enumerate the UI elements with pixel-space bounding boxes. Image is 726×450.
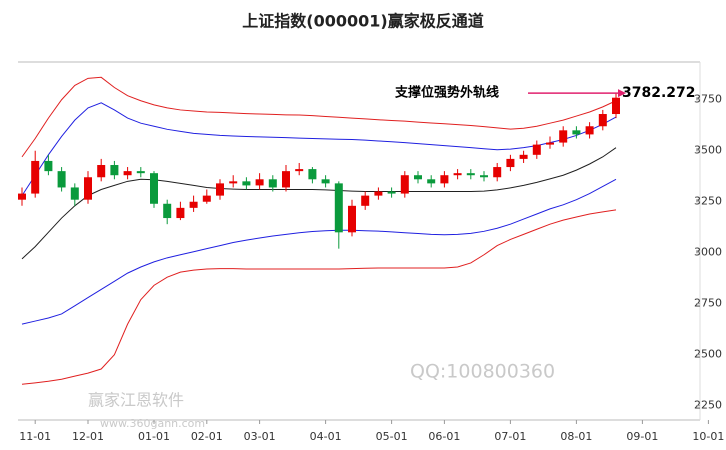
watermark: www.360gann.com [100, 417, 205, 430]
candle-body [440, 175, 449, 184]
chart-title: 上证指数(000001)赢家极反通道 [242, 12, 483, 31]
candle-body [427, 179, 436, 184]
candle-body [163, 203, 172, 219]
channel-line [21, 178, 617, 325]
annotation-value: 3782.272 [622, 85, 696, 101]
candle-body [176, 207, 185, 219]
candle-body [216, 183, 224, 196]
x-tick-label: 10-01 [692, 430, 724, 443]
candle-body [585, 126, 594, 135]
x-tick-label: 07-01 [494, 430, 526, 443]
x-tick-label: 12-01 [72, 430, 104, 443]
candle-body [255, 179, 264, 186]
x-tick-label: 03-01 [244, 430, 276, 443]
x-tick-label: 05-01 [376, 430, 408, 443]
candle-body [18, 193, 26, 200]
candle-body [202, 195, 211, 202]
x-tick-label: 04-01 [310, 430, 342, 443]
x-tick-label: 01-01 [138, 430, 170, 443]
y-tick-label: 2250 [694, 399, 722, 412]
watermark: QQ:100800360 [410, 361, 555, 383]
candle-body [598, 114, 607, 127]
candle-body [136, 171, 145, 174]
candle-body [57, 171, 66, 188]
candle-body [268, 179, 277, 188]
x-tick-label: 09-01 [626, 430, 658, 443]
candle-body [453, 173, 462, 176]
candle-body [110, 165, 119, 176]
channel-line [21, 209, 617, 385]
y-tick-label: 2500 [694, 348, 722, 361]
candle-body [321, 179, 330, 184]
candle-body [84, 177, 92, 200]
candle-body [31, 160, 40, 194]
candle-body [361, 195, 370, 206]
watermark: 赢家江恩软件 [88, 391, 184, 410]
candle-body [295, 169, 304, 172]
candle-body [506, 158, 515, 168]
y-tick-label: 3750 [694, 93, 722, 106]
candle-body [334, 183, 343, 233]
y-tick-label: 3000 [694, 246, 722, 259]
candle-body [493, 167, 502, 178]
candle-body [546, 142, 554, 145]
x-tick-label: 06-01 [428, 430, 460, 443]
candle-body [374, 191, 383, 196]
candle-body [242, 181, 251, 186]
candle-body [44, 160, 53, 172]
candle-body [414, 175, 422, 180]
candle-body [387, 191, 396, 194]
candle-body [123, 171, 132, 176]
x-tick-label: 11-01 [19, 430, 51, 443]
arrow-head [618, 89, 626, 98]
x-tick-label: 02-01 [191, 430, 223, 443]
y-tick-label: 2750 [694, 297, 722, 310]
candle-body [189, 201, 198, 208]
candle-body [572, 130, 581, 135]
channel-line [21, 102, 617, 196]
candle-body [519, 154, 528, 159]
annotation-text: 支撑位强势外轨线 [394, 85, 499, 101]
candle-body [466, 173, 475, 176]
candle-body [400, 175, 409, 194]
channel-line [21, 76, 617, 158]
candle-body [229, 181, 238, 184]
candle-body [308, 169, 317, 180]
candle-body [282, 171, 290, 188]
candle-body [70, 187, 79, 200]
x-tick-label: 08-01 [560, 430, 592, 443]
candle-body [612, 97, 620, 115]
channel-line [21, 147, 617, 260]
candle-body [150, 173, 158, 204]
candle-body [532, 144, 541, 155]
y-tick-label: 3250 [694, 195, 722, 208]
y-tick-label: 3500 [694, 144, 722, 157]
candle-body [480, 175, 488, 178]
candle-body [348, 205, 356, 233]
candle-body [97, 165, 106, 178]
candle-body [559, 130, 568, 143]
